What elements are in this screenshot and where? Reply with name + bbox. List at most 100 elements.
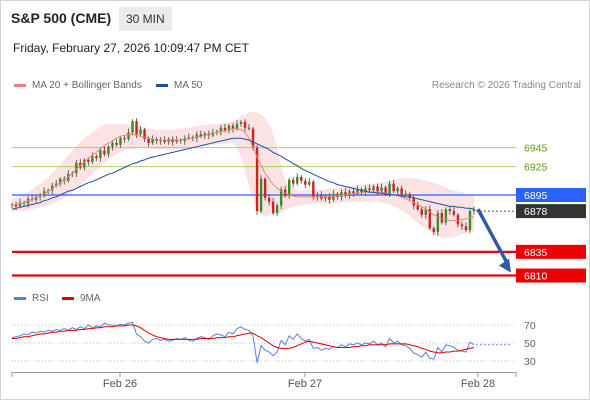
level-label-6945: 6945 <box>524 143 548 155</box>
candle-body <box>400 188 403 195</box>
candle-body <box>231 125 235 129</box>
candle-body <box>408 194 411 198</box>
projection <box>476 208 511 273</box>
candle-body <box>388 183 391 194</box>
legend-rsi-ma: 9MA <box>62 293 101 304</box>
candle-body <box>271 201 275 213</box>
chart-datetime: Friday, February 27, 2026 10:09:47 PM CE… <box>13 41 249 55</box>
candle-body <box>344 192 347 196</box>
candle-body <box>259 178 263 212</box>
candle-body <box>199 134 203 137</box>
candle-body <box>131 121 134 133</box>
candle-body <box>436 213 440 232</box>
candle-body <box>175 140 178 142</box>
candle-body <box>372 186 375 191</box>
legend-rsi: RSI <box>14 293 49 304</box>
candle-body <box>428 209 432 229</box>
candle-body <box>432 228 436 232</box>
candle-body <box>99 150 102 159</box>
candle-body <box>392 183 395 192</box>
legend-ma20: MA 20 + Bollinger Bands <box>14 80 142 91</box>
candle-body <box>384 187 387 194</box>
timeframe-badge[interactable]: 30 MIN <box>119 7 172 31</box>
candle-body <box>263 178 267 198</box>
chart-title: S&P 500 (CME) <box>11 10 112 26</box>
candle-body <box>235 123 239 129</box>
candle-body <box>448 209 452 212</box>
candle-body <box>59 178 62 184</box>
candle-body <box>195 134 199 139</box>
candle-body <box>416 205 419 210</box>
x-tick-label: Feb 26 <box>103 378 137 390</box>
candle-body <box>452 211 456 215</box>
candle-body <box>219 127 223 132</box>
candle-body <box>444 209 448 223</box>
candle-body <box>460 224 464 227</box>
candle-body <box>348 191 351 196</box>
candle-body <box>107 146 110 155</box>
legend-rsi-swatch <box>14 297 26 300</box>
candle-body <box>332 194 335 200</box>
candle-body <box>472 209 476 212</box>
candle-body <box>412 197 415 206</box>
candle-body <box>243 122 247 128</box>
candle-body <box>292 179 295 184</box>
candle-body <box>468 211 472 231</box>
level-box-6810 <box>516 268 586 283</box>
candle-body <box>87 159 90 162</box>
candle-body <box>420 209 423 215</box>
candle-body <box>275 205 279 213</box>
legend-ma20-label: MA 20 + Bollinger Bands <box>32 80 142 91</box>
candle-body <box>312 181 315 197</box>
candle-body <box>95 156 98 159</box>
legend-ma20-swatch <box>14 84 26 87</box>
candle-body <box>14 204 18 207</box>
candle-body <box>227 125 231 131</box>
legend-rsi-ma-swatch <box>62 297 74 300</box>
candle-body <box>151 139 154 143</box>
candle-body <box>223 127 227 131</box>
candle-body <box>83 159 86 168</box>
candle-body <box>376 186 379 192</box>
legend-ma50-label: MA 50 <box>174 80 203 91</box>
candle-body <box>75 162 78 174</box>
candle-body <box>368 188 371 191</box>
bollinger-bands <box>12 111 474 238</box>
candle-body <box>103 150 106 155</box>
level-box-6878 <box>516 204 586 219</box>
legend-ma50: MA 50 <box>156 80 202 91</box>
candle-body <box>54 183 58 186</box>
price-levels <box>12 147 516 277</box>
candle-body <box>287 179 291 196</box>
credit-text: Research © 2026 Trading Central <box>431 80 581 91</box>
projection-arrow-line <box>476 208 510 266</box>
candle-body <box>424 209 427 215</box>
candle-body <box>328 195 331 200</box>
ma50-line <box>11 137 475 210</box>
rsi-panel: 70 50 30 <box>11 320 536 368</box>
candle-body <box>404 194 407 196</box>
candle-body <box>143 129 146 140</box>
candle-body <box>247 127 251 129</box>
candle-body <box>135 121 138 135</box>
candle-body <box>464 226 468 231</box>
level-label-6810: 6810 <box>524 271 548 283</box>
level-label-6925: 6925 <box>524 162 548 174</box>
candle-body <box>123 138 126 140</box>
level-label-6878: 6878 <box>524 206 548 218</box>
x-axis: Feb 26 Feb 27 Feb 28 <box>11 372 517 390</box>
rsi-ma-line <box>12 324 475 354</box>
candle-body <box>279 189 283 206</box>
candle-body <box>352 191 355 194</box>
candle-body <box>364 188 367 193</box>
candle-body <box>139 129 142 135</box>
x-tick-label: Feb 28 <box>461 378 495 390</box>
level-labels: 6945 6925 6895 6878 6835 6810 <box>516 143 586 283</box>
candle-body <box>147 139 150 143</box>
candle-body <box>119 138 122 145</box>
candle-body <box>111 142 114 147</box>
candle-body <box>300 177 303 181</box>
level-box-6835 <box>516 244 586 259</box>
candle-body <box>456 214 460 225</box>
